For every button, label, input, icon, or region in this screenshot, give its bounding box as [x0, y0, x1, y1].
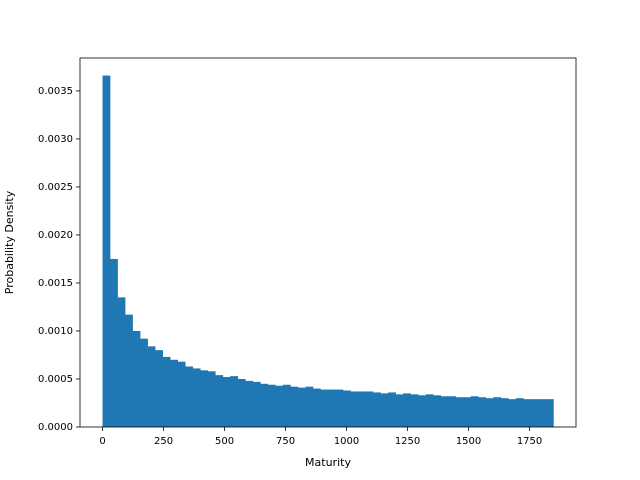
bar: [350, 391, 359, 427]
bar: [500, 398, 509, 427]
bar: [388, 392, 396, 427]
bar: [538, 399, 547, 427]
bar: [365, 391, 374, 427]
y-tick-label: 0.0025: [38, 182, 73, 193]
bar: [545, 399, 554, 427]
bar: [275, 385, 284, 427]
x-tick-label: 1000: [334, 436, 359, 447]
bar: [425, 394, 434, 427]
bar: [222, 377, 231, 427]
bar: [328, 389, 336, 427]
bar: [373, 392, 381, 427]
bar: [380, 393, 389, 427]
bar: [117, 297, 126, 427]
bar: [192, 368, 201, 427]
x-tick-label: 0: [99, 436, 105, 447]
x-axis-label: Maturity: [305, 456, 351, 469]
bar: [260, 383, 269, 427]
bar: [312, 388, 321, 427]
bar: [463, 397, 472, 427]
bar: [230, 376, 239, 427]
bar: [125, 314, 133, 427]
bar: [162, 356, 171, 427]
bar: [200, 370, 209, 427]
bar: [335, 389, 344, 427]
y-tick-label: 0.0035: [38, 86, 73, 97]
x-tick-label: 250: [154, 436, 173, 447]
bar: [493, 397, 502, 427]
bar: [132, 330, 141, 427]
bar: [170, 359, 178, 427]
bar: [102, 75, 111, 428]
bar: [305, 386, 314, 427]
bar: [140, 338, 148, 427]
bar: [523, 399, 532, 427]
y-tick-label: 0.0005: [38, 374, 73, 385]
bar: [267, 384, 276, 427]
plot-frame: [79, 57, 577, 428]
bar: [290, 386, 299, 427]
bar: [110, 258, 118, 427]
x-tick-label: 500: [215, 436, 234, 447]
bar: [515, 398, 524, 427]
y-tick-label: 0.0010: [38, 326, 73, 337]
bar: [297, 387, 306, 427]
bar: [470, 396, 479, 427]
bar: [147, 346, 156, 427]
bar: [320, 389, 329, 427]
bar: [343, 390, 351, 427]
y-tick-label: 0.0000: [38, 422, 73, 433]
bar: [478, 397, 487, 427]
bar: [207, 371, 216, 427]
bar: [403, 393, 411, 427]
bar: [448, 396, 457, 427]
x-tick-label: 1500: [456, 436, 481, 447]
x-tick-label: 1750: [517, 436, 542, 447]
bar: [252, 381, 261, 427]
bar: [282, 384, 291, 427]
bar: [185, 366, 194, 427]
bar: [245, 380, 254, 427]
y-axis-label: Probability Density: [3, 190, 16, 294]
bar: [455, 397, 464, 427]
bar: [395, 394, 404, 427]
bar: [215, 375, 224, 427]
bar: [237, 378, 246, 427]
bar: [508, 399, 517, 427]
x-tick-label: 750: [276, 436, 295, 447]
bar: [530, 399, 539, 427]
y-tick-label: 0.0015: [38, 278, 73, 289]
y-tick-label: 0.0020: [38, 230, 73, 241]
bar: [358, 391, 366, 427]
bar: [155, 350, 163, 427]
x-tick-label: 1250: [395, 436, 420, 447]
bar: [440, 396, 449, 427]
bar: [485, 398, 494, 427]
bar: [177, 361, 186, 427]
bar: [418, 395, 426, 427]
bar: [433, 395, 442, 427]
y-tick-label: 0.0030: [38, 134, 73, 145]
bar: [410, 394, 419, 427]
